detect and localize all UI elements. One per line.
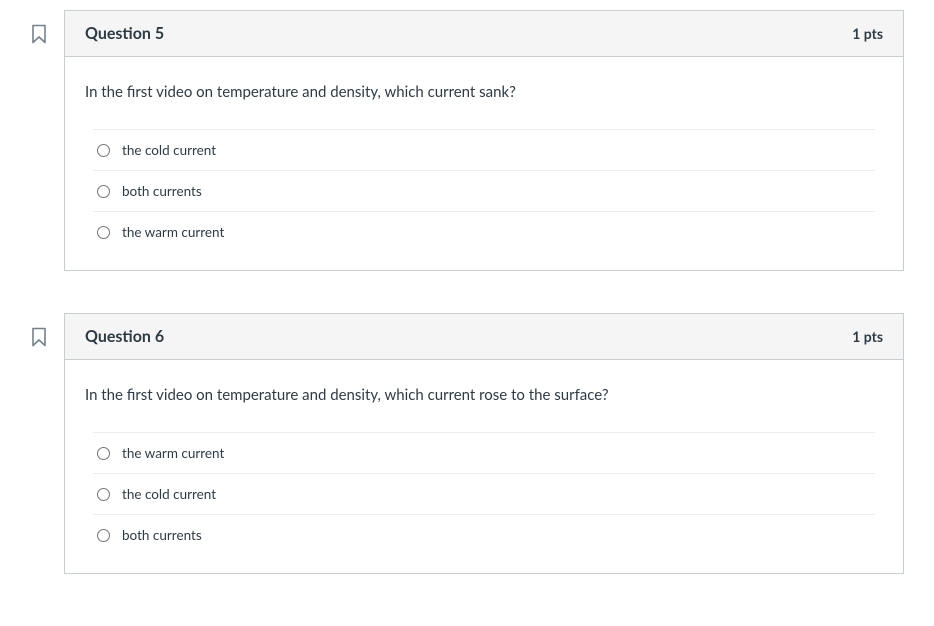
- question-title: Question 6: [85, 327, 164, 346]
- question-card: Question 6 1 pts In the first video on t…: [64, 313, 904, 574]
- answer-label: both currents: [122, 527, 202, 543]
- answer-label: both currents: [122, 183, 202, 199]
- answer-radio[interactable]: [97, 226, 110, 239]
- answer-row[interactable]: the cold current: [93, 129, 875, 170]
- answer-radio[interactable]: [97, 185, 110, 198]
- question-wrap: Question 6 1 pts In the first video on t…: [30, 313, 904, 574]
- answers-list: the warm current the cold current both c…: [85, 432, 883, 555]
- question-prompt: In the first video on temperature and de…: [85, 83, 883, 101]
- question-card: Question 5 1 pts In the first video on t…: [64, 10, 904, 271]
- question-wrap: Question 5 1 pts In the first video on t…: [30, 10, 904, 271]
- answer-label: the cold current: [122, 142, 216, 158]
- question-header: Question 5 1 pts: [65, 11, 903, 57]
- answer-row[interactable]: both currents: [93, 170, 875, 211]
- answer-label: the warm current: [122, 445, 224, 461]
- answer-row[interactable]: the warm current: [93, 211, 875, 252]
- question-body: In the first video on temperature and de…: [65, 57, 903, 270]
- answer-radio[interactable]: [97, 529, 110, 542]
- question-points: 1 pts: [852, 25, 883, 42]
- bookmark-icon[interactable]: [30, 24, 48, 44]
- question-body: In the first video on temperature and de…: [65, 360, 903, 573]
- bookmark-icon[interactable]: [30, 327, 48, 347]
- answer-row[interactable]: both currents: [93, 514, 875, 555]
- question-points: 1 pts: [852, 328, 883, 345]
- question-header: Question 6 1 pts: [65, 314, 903, 360]
- answers-list: the cold current both currents the warm …: [85, 129, 883, 252]
- answer-label: the cold current: [122, 486, 216, 502]
- bookmark-column: [30, 313, 64, 347]
- answer-radio[interactable]: [97, 488, 110, 501]
- answer-row[interactable]: the cold current: [93, 473, 875, 514]
- bookmark-column: [30, 10, 64, 44]
- answer-radio[interactable]: [97, 144, 110, 157]
- answer-label: the warm current: [122, 224, 224, 240]
- answer-radio[interactable]: [97, 447, 110, 460]
- question-title: Question 5: [85, 24, 164, 43]
- question-prompt: In the first video on temperature and de…: [85, 386, 883, 404]
- answer-row[interactable]: the warm current: [93, 432, 875, 473]
